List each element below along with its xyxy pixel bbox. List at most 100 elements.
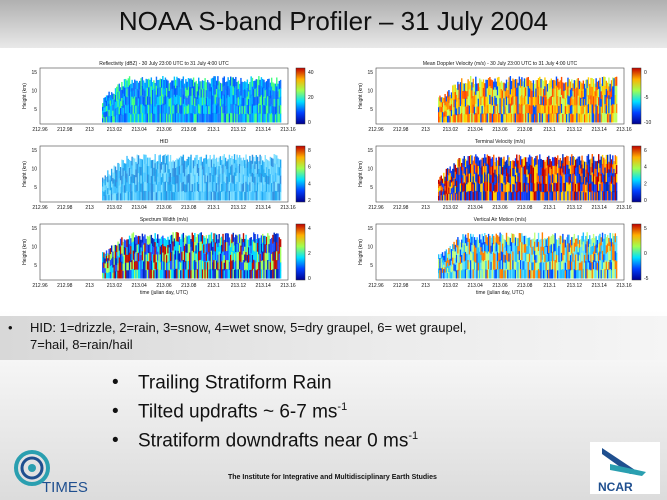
echo-cell	[155, 112, 158, 123]
echo-cell	[109, 260, 112, 267]
echo-cell	[233, 154, 236, 164]
echo-cell	[536, 239, 538, 248]
echo-cell	[449, 100, 451, 107]
echo-cell	[512, 242, 514, 253]
y-tick-label: 5	[370, 107, 373, 113]
echo-cell	[574, 238, 577, 248]
echo-cell	[496, 160, 499, 169]
echo-cell	[601, 250, 604, 261]
echo-cell	[132, 106, 135, 115]
echo-cell	[235, 251, 237, 262]
echo-cell	[125, 113, 127, 123]
echo-cell	[475, 270, 477, 279]
echo-cell	[195, 261, 197, 271]
echo-cell	[210, 232, 213, 243]
echo-cell	[526, 238, 528, 247]
echo-cell	[119, 173, 122, 181]
echo-cell	[134, 96, 136, 106]
x-tick-label: 212.96	[32, 205, 48, 211]
echo-cell	[146, 269, 149, 279]
echo-cell	[548, 244, 550, 254]
echo-cell	[109, 272, 112, 279]
echo-cell	[470, 233, 472, 244]
echo-cell	[443, 183, 445, 190]
echo-cell	[278, 167, 281, 176]
echo-cell	[226, 269, 228, 279]
echo-cell	[208, 183, 210, 193]
echo-cell	[464, 191, 467, 201]
echo-cell	[250, 245, 252, 254]
echo-cell	[516, 104, 518, 114]
echo-cell	[493, 252, 495, 262]
echo-cell	[467, 182, 469, 192]
echo-cell	[478, 234, 481, 244]
echo-cell	[153, 96, 155, 106]
echo-cell	[168, 239, 170, 248]
echo-cell	[576, 270, 578, 279]
echo-cell	[446, 267, 449, 274]
echo-cell	[574, 183, 577, 193]
echo-cell	[117, 256, 119, 264]
echo-cell	[272, 90, 274, 99]
echo-cell	[457, 245, 459, 254]
echo-cell	[505, 96, 508, 106]
echo-cell	[122, 184, 124, 193]
echo-cell	[127, 104, 129, 114]
echo-cell	[539, 103, 541, 114]
echo-cell	[208, 269, 210, 279]
echo-cell	[557, 270, 559, 279]
echo-cell	[163, 238, 165, 247]
point-text: Stratiform downdrafts near 0 ms	[138, 430, 409, 452]
echo-cell	[548, 155, 550, 166]
echo-cell	[507, 155, 509, 165]
echo-cell	[592, 233, 595, 244]
y-tick-label: 10	[367, 88, 373, 94]
echo-cell	[477, 262, 480, 271]
echo-cell	[259, 163, 261, 174]
echo-cell	[603, 254, 605, 263]
echo-cell	[270, 269, 273, 279]
echo-cell	[580, 176, 582, 185]
echo-cell	[204, 253, 206, 263]
echo-cell	[507, 261, 509, 271]
echo-cell	[574, 105, 577, 115]
echo-cell	[110, 92, 113, 99]
echo-cell	[519, 104, 522, 114]
echo-cell	[104, 190, 106, 196]
echo-cell	[521, 77, 523, 87]
echo-cell	[545, 96, 547, 106]
echo-cell	[589, 114, 591, 123]
echo-cell	[608, 184, 610, 193]
echo-cell	[446, 168, 449, 175]
echo-cell	[537, 175, 540, 185]
echo-cell	[276, 242, 278, 252]
echo-cell	[126, 105, 128, 115]
echo-cell	[502, 183, 504, 193]
echo-cell	[582, 184, 585, 193]
echo-cell	[151, 237, 154, 247]
echo-cell	[250, 261, 252, 271]
echo-cell	[236, 163, 238, 174]
echo-cell	[195, 269, 197, 279]
echo-cell	[478, 184, 481, 193]
echo-cell	[527, 94, 529, 105]
echo-cell	[103, 267, 105, 274]
colorbar-label: 0	[644, 198, 647, 204]
echo-cell	[544, 237, 546, 247]
echo-cell	[142, 97, 145, 106]
echo-cell	[173, 85, 176, 96]
echo-cell	[443, 264, 445, 270]
echo-cell	[573, 96, 576, 106]
echo-cell	[146, 87, 149, 97]
echo-cell	[172, 184, 174, 193]
echo-cell	[472, 243, 474, 253]
panel: Mean Doppler Velocity (m/s) - 30 July 23…	[358, 61, 651, 133]
echo-cell	[594, 176, 596, 185]
echo-cell	[224, 82, 227, 91]
echo-cell	[571, 253, 573, 263]
echo-cell	[113, 193, 115, 201]
echo-cell	[186, 159, 188, 168]
echo-cell	[182, 259, 185, 270]
echo-cell	[485, 105, 487, 115]
echo-cell	[154, 233, 156, 243]
